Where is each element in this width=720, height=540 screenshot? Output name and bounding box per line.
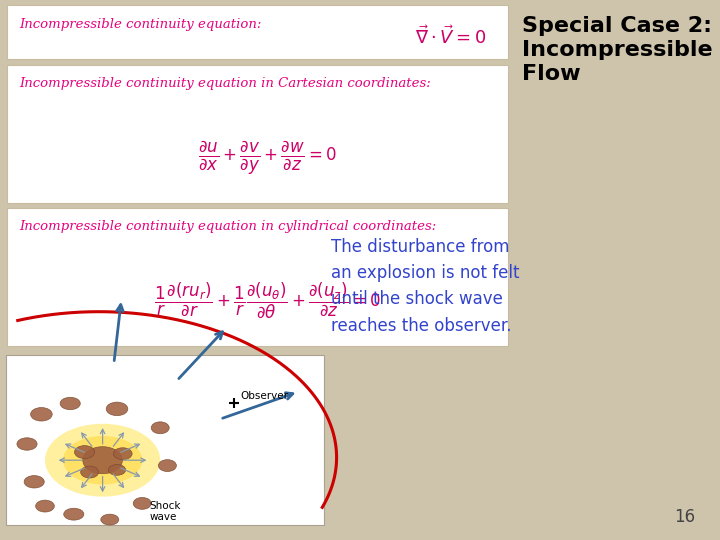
Ellipse shape — [36, 500, 55, 512]
Ellipse shape — [107, 402, 128, 416]
FancyBboxPatch shape — [7, 65, 508, 202]
Ellipse shape — [60, 397, 81, 410]
FancyBboxPatch shape — [7, 5, 508, 59]
Ellipse shape — [17, 438, 37, 450]
Text: $\dfrac{\partial u}{\partial x} + \dfrac{\partial v}{\partial y} + \dfrac{\parti: $\dfrac{\partial u}{\partial x} + \dfrac… — [198, 138, 337, 177]
Text: Incompressible continuity equation in cylindrical coordinates:: Incompressible continuity equation in cy… — [19, 220, 437, 233]
Text: Incompressible continuity equation:: Incompressible continuity equation: — [19, 18, 262, 31]
Text: The disturbance from
an explosion is not felt
until the shock wave
reaches the o: The disturbance from an explosion is not… — [331, 238, 520, 335]
Text: $\vec{\nabla} \cdot \vec{V} = 0$: $\vec{\nabla} \cdot \vec{V} = 0$ — [415, 25, 486, 48]
Ellipse shape — [81, 466, 99, 478]
Ellipse shape — [114, 448, 132, 460]
Ellipse shape — [83, 447, 122, 474]
Ellipse shape — [151, 422, 169, 434]
Ellipse shape — [101, 514, 119, 525]
Ellipse shape — [24, 476, 45, 488]
Ellipse shape — [75, 446, 95, 458]
Ellipse shape — [31, 408, 53, 421]
FancyBboxPatch shape — [6, 355, 324, 525]
Ellipse shape — [64, 508, 84, 520]
FancyBboxPatch shape — [7, 208, 508, 346]
Ellipse shape — [63, 436, 143, 484]
Ellipse shape — [108, 464, 126, 475]
Ellipse shape — [133, 497, 151, 509]
Text: Special Case 2:
Incompressible
Flow: Special Case 2: Incompressible Flow — [522, 16, 713, 84]
Ellipse shape — [158, 460, 176, 471]
Text: $\dfrac{1}{r}\dfrac{\partial (ru_r)}{\partial r} + \dfrac{1}{r}\dfrac{\partial (: $\dfrac{1}{r}\dfrac{\partial (ru_r)}{\pa… — [154, 281, 381, 320]
Ellipse shape — [45, 424, 161, 497]
Text: Incompressible continuity equation in Cartesian coordinates:: Incompressible continuity equation in Ca… — [19, 77, 431, 90]
Text: Observer: Observer — [240, 390, 288, 401]
Text: Shock
wave: Shock wave — [150, 501, 181, 522]
Text: 16: 16 — [674, 509, 695, 526]
